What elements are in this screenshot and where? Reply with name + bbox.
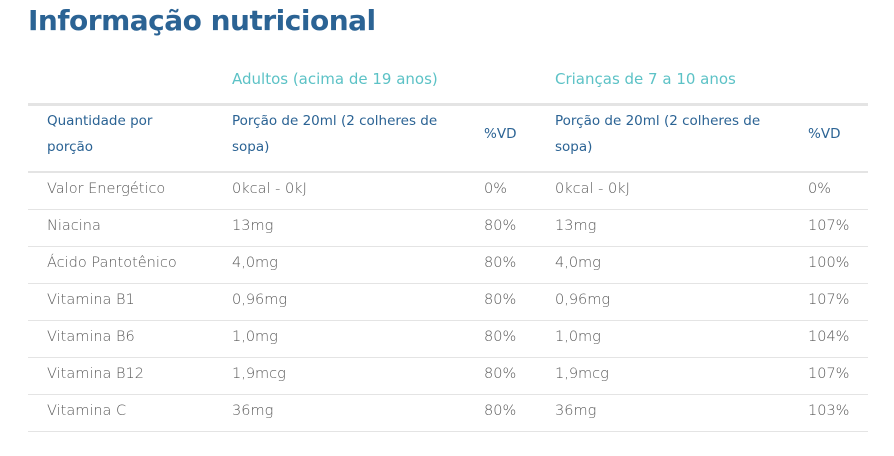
table-cell: 36mg xyxy=(232,403,274,419)
table-cell: 104% xyxy=(808,329,850,345)
table-cell: Vitamina B6 xyxy=(47,329,135,345)
table-cell: Niacina xyxy=(47,218,101,234)
table-cell: 4,0mg xyxy=(232,255,278,271)
table-cell: 0,96mg xyxy=(232,292,288,308)
table-cell: 100% xyxy=(808,255,850,271)
table-cell: 80% xyxy=(484,218,517,234)
table-cell: 0kcal - 0kJ xyxy=(232,181,307,197)
table-cell: Vitamina B12 xyxy=(47,366,144,382)
table-cell: 1,0mg xyxy=(232,329,278,345)
column-header: Porção de 20ml (2 colheres de sopa) xyxy=(555,113,761,155)
row-divider xyxy=(28,246,868,247)
table-cell: Ácido Pantotênico xyxy=(47,255,177,271)
table-cell: 103% xyxy=(808,403,850,419)
table-cell: 1,0mg xyxy=(555,329,601,345)
table-cell: Vitamina C xyxy=(47,403,127,419)
row-divider xyxy=(28,320,868,321)
table-cell: 0% xyxy=(484,181,508,197)
column-header: %VD xyxy=(484,126,517,142)
group-header: Crianças de 7 a 10 anos xyxy=(555,70,736,88)
row-divider xyxy=(28,357,868,358)
table-cell: 80% xyxy=(484,329,517,345)
table-cell: 0,96mg xyxy=(555,292,611,308)
table-cell: 0kcal - 0kJ xyxy=(555,181,630,197)
header-border xyxy=(28,103,868,106)
column-header: Quantidade por porção xyxy=(47,113,153,155)
table-cell: 1,9mcg xyxy=(555,366,609,382)
table-cell: 80% xyxy=(484,403,517,419)
row-divider xyxy=(28,431,868,432)
page-title: Informação nutricional xyxy=(28,4,376,37)
column-header: Porção de 20ml (2 colheres de sopa) xyxy=(232,113,438,155)
table-cell: 107% xyxy=(808,366,850,382)
table-cell: Valor Energético xyxy=(47,181,166,197)
table-cell: 80% xyxy=(484,292,517,308)
table-cell: 107% xyxy=(808,292,850,308)
group-header: Adultos (acima de 19 anos) xyxy=(232,70,438,88)
column-header: %VD xyxy=(808,126,841,142)
table-cell: 80% xyxy=(484,255,517,271)
table-cell: 4,0mg xyxy=(555,255,601,271)
row-divider xyxy=(28,283,868,284)
table-cell: 13mg xyxy=(232,218,274,234)
table-cell: 36mg xyxy=(555,403,597,419)
table-cell: 13mg xyxy=(555,218,597,234)
table-cell: 107% xyxy=(808,218,850,234)
table-cell: 1,9mcg xyxy=(232,366,286,382)
table-cell: 0% xyxy=(808,181,832,197)
header-bottom-border xyxy=(28,171,868,173)
table-cell: Vitamina B1 xyxy=(47,292,135,308)
row-divider xyxy=(28,209,868,210)
table-cell: 80% xyxy=(484,366,517,382)
row-divider xyxy=(28,394,868,395)
